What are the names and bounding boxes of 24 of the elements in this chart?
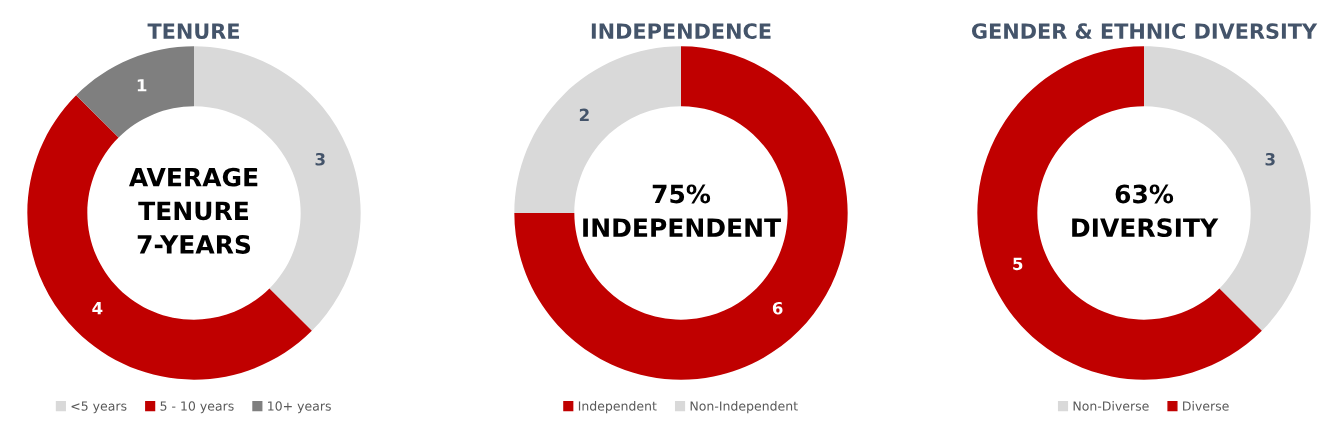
data-label: 1	[137, 79, 147, 92]
chart-title: GENDER & ETHNIC DIVERSITY	[971, 23, 1318, 39]
legend-label: Non-Diverse	[1073, 401, 1149, 411]
legend-label: 10+ years	[268, 401, 331, 414]
data-label: 5	[1013, 257, 1023, 271]
legend-label: Independent	[578, 401, 657, 414]
data-label: 3	[315, 152, 325, 166]
legend-label: <5 years	[71, 401, 127, 414]
data-label: 3	[1265, 152, 1275, 166]
legend-label: Non-Independent	[690, 401, 798, 414]
text: 63% DIVERSITY	[1072, 184, 1219, 238]
chart-title: INDEPENDENCE	[591, 23, 771, 39]
donut-slice	[514, 46, 848, 380]
text: AVERAGE TENURE 7-YEARS	[128, 167, 258, 254]
text: 75% INDEPENDENT	[583, 184, 781, 237]
donut-slice	[977, 46, 1262, 380]
legend-label: 5 - 10 years	[160, 401, 234, 414]
legend-label: Diverse	[1183, 401, 1229, 411]
donut-slice	[27, 95, 312, 380]
chart-title: TENURE	[147, 23, 240, 39]
donut-slice	[76, 46, 194, 138]
data-label: 4	[92, 302, 103, 315]
data-label: 6	[772, 301, 783, 315]
data-label: 2	[579, 108, 589, 121]
